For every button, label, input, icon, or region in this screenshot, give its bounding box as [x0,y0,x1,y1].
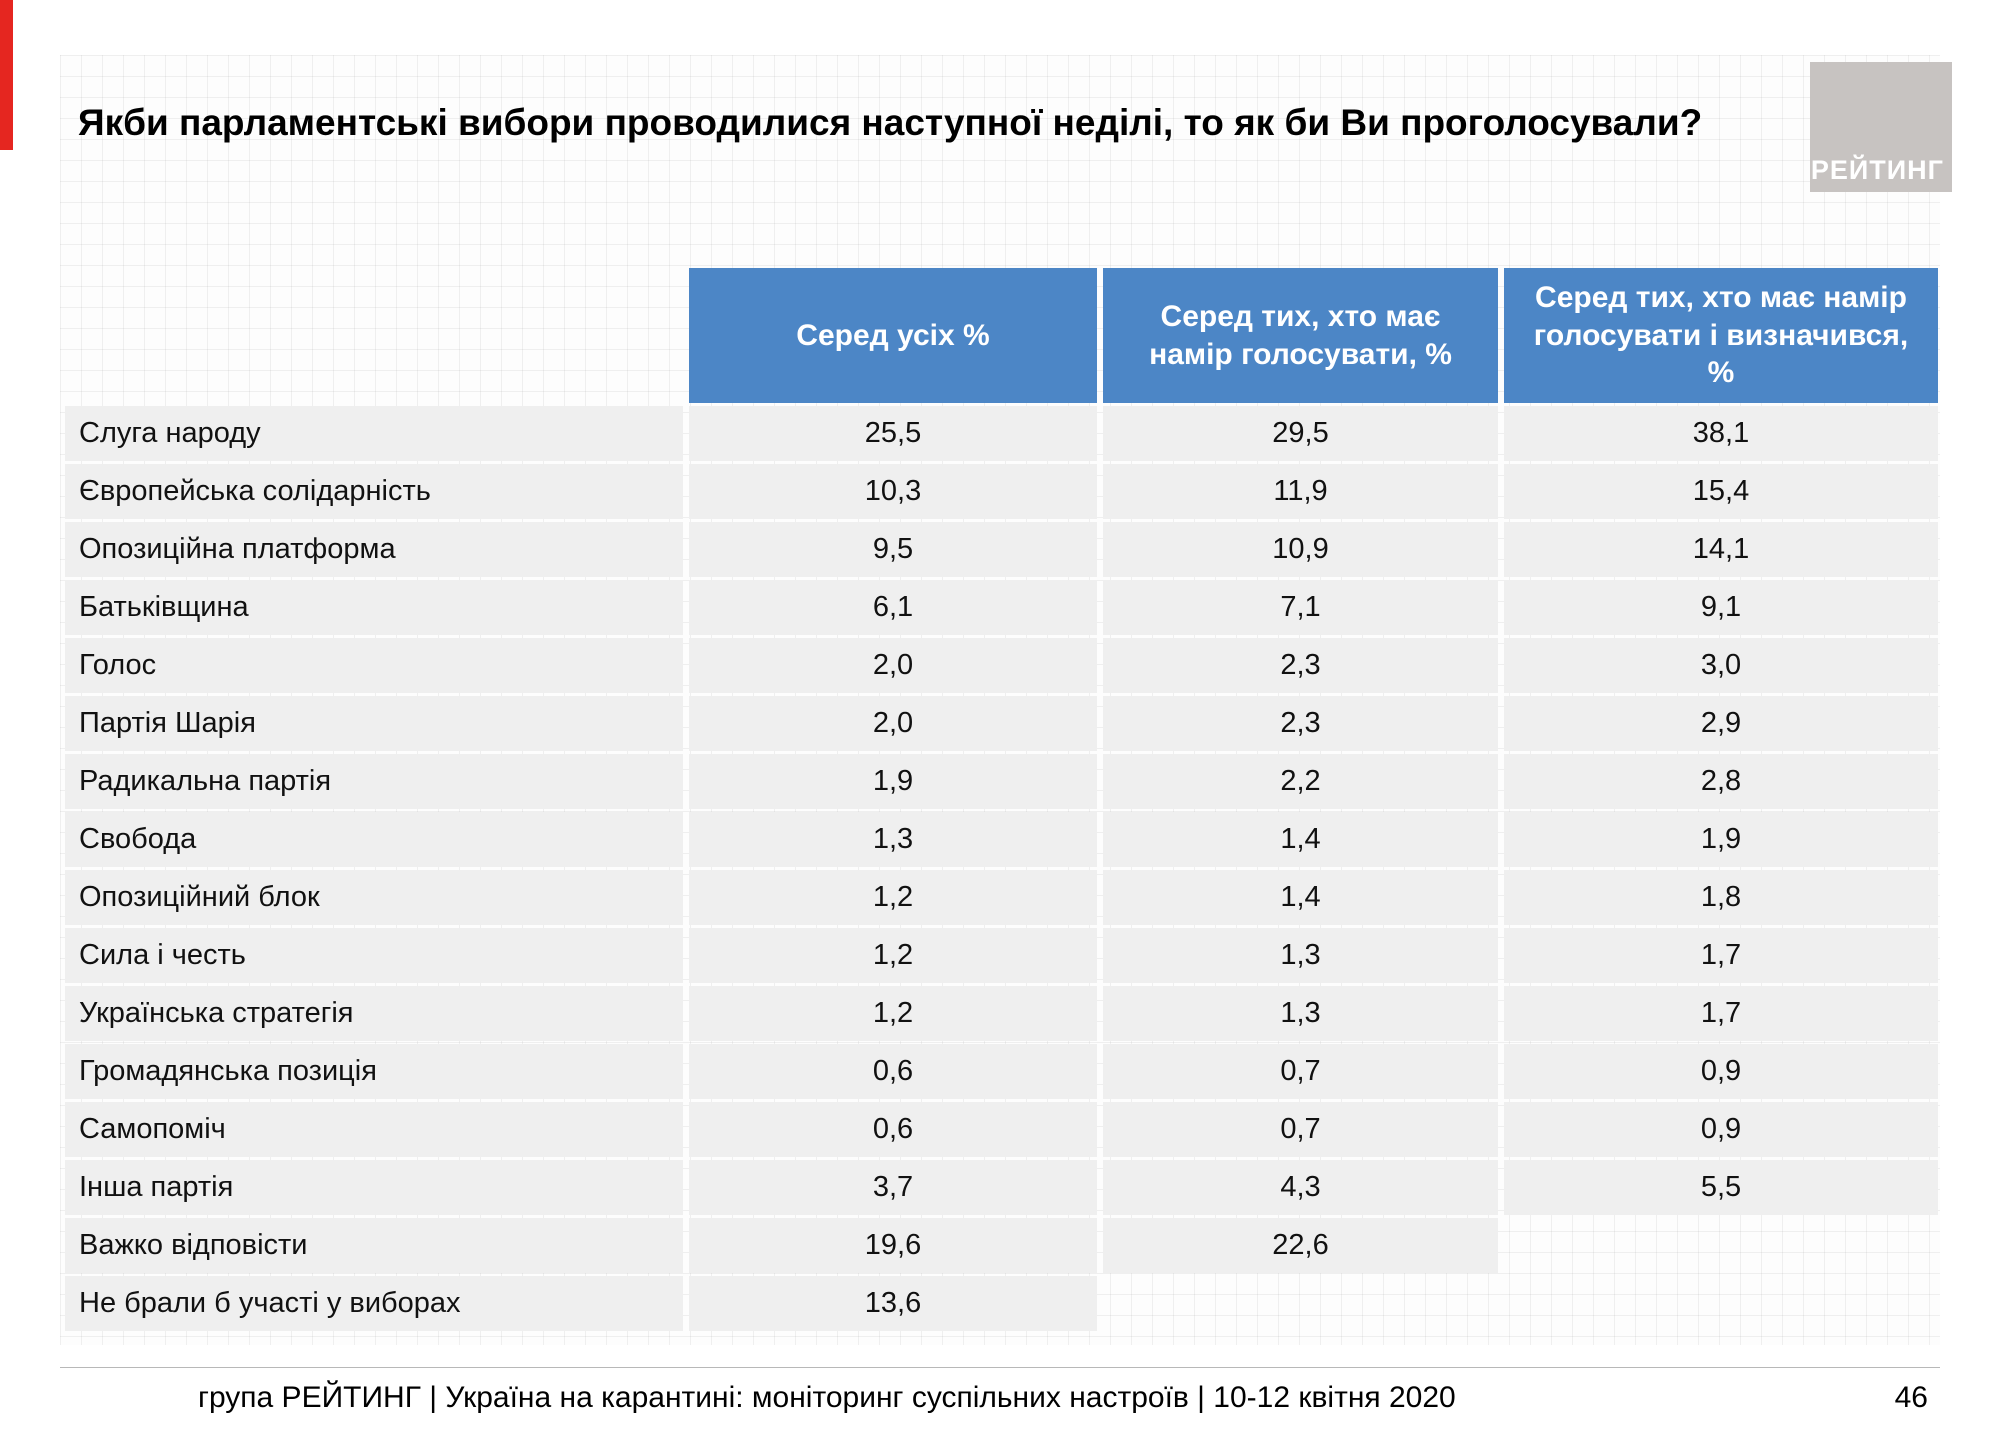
table-row: Партія Шарія 2,0 2,3 2,9 [65,696,1945,751]
value-cell-intend: 1,3 [1103,928,1498,983]
table-row: Слуга народу 25,5 29,5 38,1 [65,406,1945,461]
table-row: Українська стратегія 1,2 1,3 1,7 [65,986,1945,1041]
value-cell-decided: 3,0 [1504,638,1938,693]
value-cell-decided: 14,1 [1504,522,1938,577]
value-cell-all: 3,7 [689,1160,1097,1215]
value-cell-all: 6,1 [689,580,1097,635]
rating-logo-text: РЕЙТИНГ [1810,155,1944,185]
value-cell-intend: 2,2 [1103,754,1498,809]
value-cell-intend: 2,3 [1103,696,1498,751]
party-name-cell: Партія Шарія [65,696,683,751]
table-row: Радикальна партія 1,9 2,2 2,8 [65,754,1945,809]
value-cell-decided: 0,9 [1504,1044,1938,1099]
table-row: Громадянська позиція 0,6 0,7 0,9 [65,1044,1945,1099]
table-row: Самопоміч 0,6 0,7 0,9 [65,1102,1945,1157]
footer-divider [60,1367,1940,1368]
results-table: Серед усіх % Серед тих, хто має намір го… [65,268,1945,1334]
value-cell-intend: 29,5 [1103,406,1498,461]
party-name-cell: Слуга народу [65,406,683,461]
value-cell-all: 1,3 [689,812,1097,867]
column-header-decided: Серед тих, хто має намір голосувати і ви… [1504,268,1938,403]
rating-logo: РЕЙТИНГ [1810,62,1952,192]
column-header-all: Серед усіх % [689,268,1097,403]
party-name-cell: Важко відповісти [65,1218,683,1273]
value-cell-decided: 1,7 [1504,928,1938,983]
value-cell-all: 25,5 [689,406,1097,461]
value-cell-intend: 1,3 [1103,986,1498,1041]
value-cell-all: 1,2 [689,870,1097,925]
party-name-cell: Радикальна партія [65,754,683,809]
value-cell-decided: 0,9 [1504,1102,1938,1157]
table-row: Опозиційний блок 1,2 1,4 1,8 [65,870,1945,925]
value-cell-decided: 9,1 [1504,580,1938,635]
table-row: Сила і честь 1,2 1,3 1,7 [65,928,1945,983]
value-cell-decided: 2,8 [1504,754,1938,809]
party-name-cell: Батьківщина [65,580,683,635]
table-row: Опозиційна платформа 9,5 10,9 14,1 [65,522,1945,577]
value-cell-decided: 15,4 [1504,464,1938,519]
value-cell-intend: 11,9 [1103,464,1498,519]
value-cell-decided-empty [1504,1276,1938,1331]
value-cell-decided: 5,5 [1504,1160,1938,1215]
header-spacer [65,268,683,403]
page-number: 46 [1894,1381,1928,1414]
footer-caption: група РЕЙТИНГ | Україна на карантині: мо… [198,1381,1456,1414]
value-cell-all: 13,6 [689,1276,1097,1331]
value-cell-intend: 7,1 [1103,580,1498,635]
value-cell-all: 0,6 [689,1044,1097,1099]
value-cell-intend: 4,3 [1103,1160,1498,1215]
party-name-cell: Сила і честь [65,928,683,983]
value-cell-intend-empty [1103,1276,1498,1331]
party-name-cell: Громадянська позиція [65,1044,683,1099]
table-row: Інша партія 3,7 4,3 5,5 [65,1160,1945,1215]
table-row: Голос 2,0 2,3 3,0 [65,638,1945,693]
value-cell-intend: 22,6 [1103,1218,1498,1273]
table-row: Не брали б участі у виборах 13,6 [65,1276,1945,1331]
value-cell-all: 19,6 [689,1218,1097,1273]
value-cell-all: 2,0 [689,696,1097,751]
table-header-row: Серед усіх % Серед тих, хто має намір го… [65,268,1945,403]
party-name-cell: Самопоміч [65,1102,683,1157]
table-row: Європейська солідарність 10,3 11,9 15,4 [65,464,1945,519]
party-name-cell: Українська стратегія [65,986,683,1041]
party-name-cell: Опозиційна платформа [65,522,683,577]
party-name-cell: Голос [65,638,683,693]
value-cell-decided-empty [1504,1218,1938,1273]
value-cell-all: 10,3 [689,464,1097,519]
value-cell-intend: 2,3 [1103,638,1498,693]
party-name-cell: Не брали б участі у виборах [65,1276,683,1331]
value-cell-all: 2,0 [689,638,1097,693]
slide-title: Якби парламентські вибори проводилися на… [78,102,1703,143]
party-name-cell: Європейська солідарність [65,464,683,519]
value-cell-intend: 0,7 [1103,1102,1498,1157]
value-cell-decided: 1,7 [1504,986,1938,1041]
value-cell-all: 0,6 [689,1102,1097,1157]
value-cell-decided: 38,1 [1504,406,1938,461]
value-cell-all: 1,2 [689,928,1097,983]
value-cell-intend: 10,9 [1103,522,1498,577]
value-cell-intend: 0,7 [1103,1044,1498,1099]
party-name-cell: Свобода [65,812,683,867]
value-cell-decided: 2,9 [1504,696,1938,751]
value-cell-intend: 1,4 [1103,870,1498,925]
value-cell-intend: 1,4 [1103,812,1498,867]
table-row: Свобода 1,3 1,4 1,9 [65,812,1945,867]
red-accent-bar [0,0,13,150]
value-cell-all: 9,5 [689,522,1097,577]
column-header-intend: Серед тих, хто має намір голосувати, % [1103,268,1498,403]
party-name-cell: Інша партія [65,1160,683,1215]
value-cell-all: 1,9 [689,754,1097,809]
value-cell-all: 1,2 [689,986,1097,1041]
table-row: Батьківщина 6,1 7,1 9,1 [65,580,1945,635]
value-cell-decided: 1,9 [1504,812,1938,867]
table-row: Важко відповісти 19,6 22,6 [65,1218,1945,1273]
party-name-cell: Опозиційний блок [65,870,683,925]
value-cell-decided: 1,8 [1504,870,1938,925]
